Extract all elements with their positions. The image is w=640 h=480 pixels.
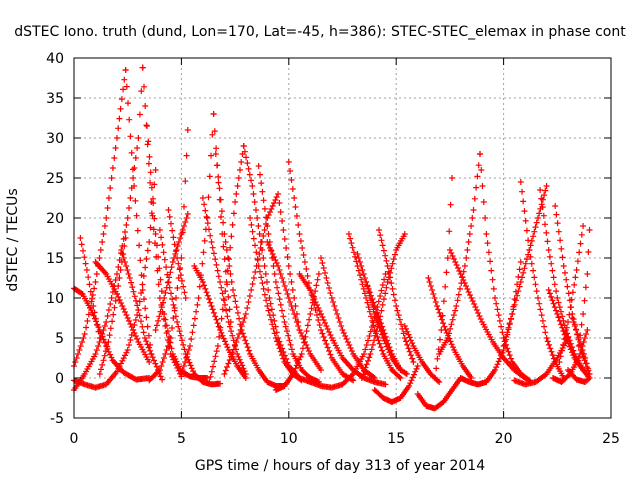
y-tick-label: 20	[46, 211, 64, 227]
series-14	[165, 207, 189, 301]
series-29	[296, 271, 389, 388]
series-markers	[556, 223, 587, 365]
data-layer	[71, 64, 593, 412]
series-markers	[345, 231, 404, 381]
series-41	[436, 151, 483, 357]
series-markers	[178, 111, 217, 377]
series-markers	[414, 375, 464, 412]
x-tick-label: 10	[280, 431, 298, 447]
series-51	[556, 223, 587, 365]
series-31	[345, 231, 404, 381]
x-tick-label: 15	[387, 431, 405, 447]
series-markers	[285, 159, 357, 384]
series-54	[575, 227, 593, 349]
x-tick-label: 25	[602, 431, 620, 447]
series-19	[206, 143, 247, 385]
series-35	[371, 363, 421, 405]
series-52	[550, 327, 591, 385]
series-28	[307, 271, 389, 391]
series-markers	[77, 235, 103, 341]
x-tick-label: 0	[70, 431, 79, 447]
x-axis-label: GPS time / hours of day 313 of year 2014	[195, 458, 485, 474]
series-markers	[212, 151, 288, 389]
series-markers	[446, 247, 529, 381]
series-44	[446, 247, 529, 381]
series-markers	[92, 259, 153, 365]
series-markers	[296, 271, 389, 388]
series-8	[92, 259, 153, 365]
x-tick-label: 5	[177, 431, 186, 447]
series-markers	[436, 151, 483, 357]
series-38	[414, 375, 464, 412]
y-tick-label: 25	[46, 171, 64, 187]
series-markers	[575, 227, 593, 349]
chart-title: dSTEC Iono. truth (dund, Lon=170, Lat=-4…	[14, 24, 626, 40]
series-markers	[511, 335, 571, 388]
series-markers	[191, 263, 249, 381]
series-markers	[550, 327, 591, 385]
y-tick-label: 0	[55, 371, 64, 387]
series-markers	[247, 215, 305, 384]
series-markers	[264, 239, 324, 373]
series-markers	[500, 183, 550, 349]
series-markers	[206, 143, 247, 385]
y-axis-label: dSTEC / TECUs	[5, 188, 21, 291]
y-tick-label: 30	[46, 131, 64, 147]
series-markers	[199, 195, 249, 377]
series-15	[178, 111, 217, 377]
series-45	[500, 183, 550, 349]
series-markers	[358, 231, 408, 381]
y-tick-label: 35	[46, 91, 64, 107]
series-9	[118, 247, 155, 357]
y-tick-label: 10	[46, 291, 64, 307]
series-23	[247, 215, 305, 384]
series-16	[191, 263, 249, 381]
series-33	[363, 279, 404, 373]
series-55	[565, 367, 593, 385]
series-markers	[272, 271, 322, 393]
series-20	[212, 151, 288, 389]
series-5	[77, 235, 103, 341]
series-37	[401, 323, 443, 385]
series-27	[285, 159, 357, 384]
series-25	[272, 271, 322, 393]
series-markers	[118, 247, 155, 357]
x-tick-label: 20	[495, 431, 513, 447]
series-36	[358, 231, 408, 381]
y-tick-label: 5	[55, 331, 64, 347]
series-markers	[307, 271, 389, 391]
series-26	[264, 239, 324, 373]
series-17	[199, 195, 249, 377]
series-47	[511, 335, 571, 388]
y-tick-label: -5	[50, 411, 64, 427]
series-markers	[565, 367, 593, 385]
plot-frame	[73, 57, 612, 419]
y-tick-label: 40	[46, 51, 64, 67]
series-markers	[401, 323, 443, 385]
series-markers	[363, 279, 404, 373]
series-markers	[371, 363, 421, 405]
series-markers	[165, 207, 189, 301]
ticks: 0 5 10 15 20 25 -5 0 5 10 15 20 25 30 35 40	[46, 51, 620, 447]
y-tick-label: 15	[46, 251, 64, 267]
